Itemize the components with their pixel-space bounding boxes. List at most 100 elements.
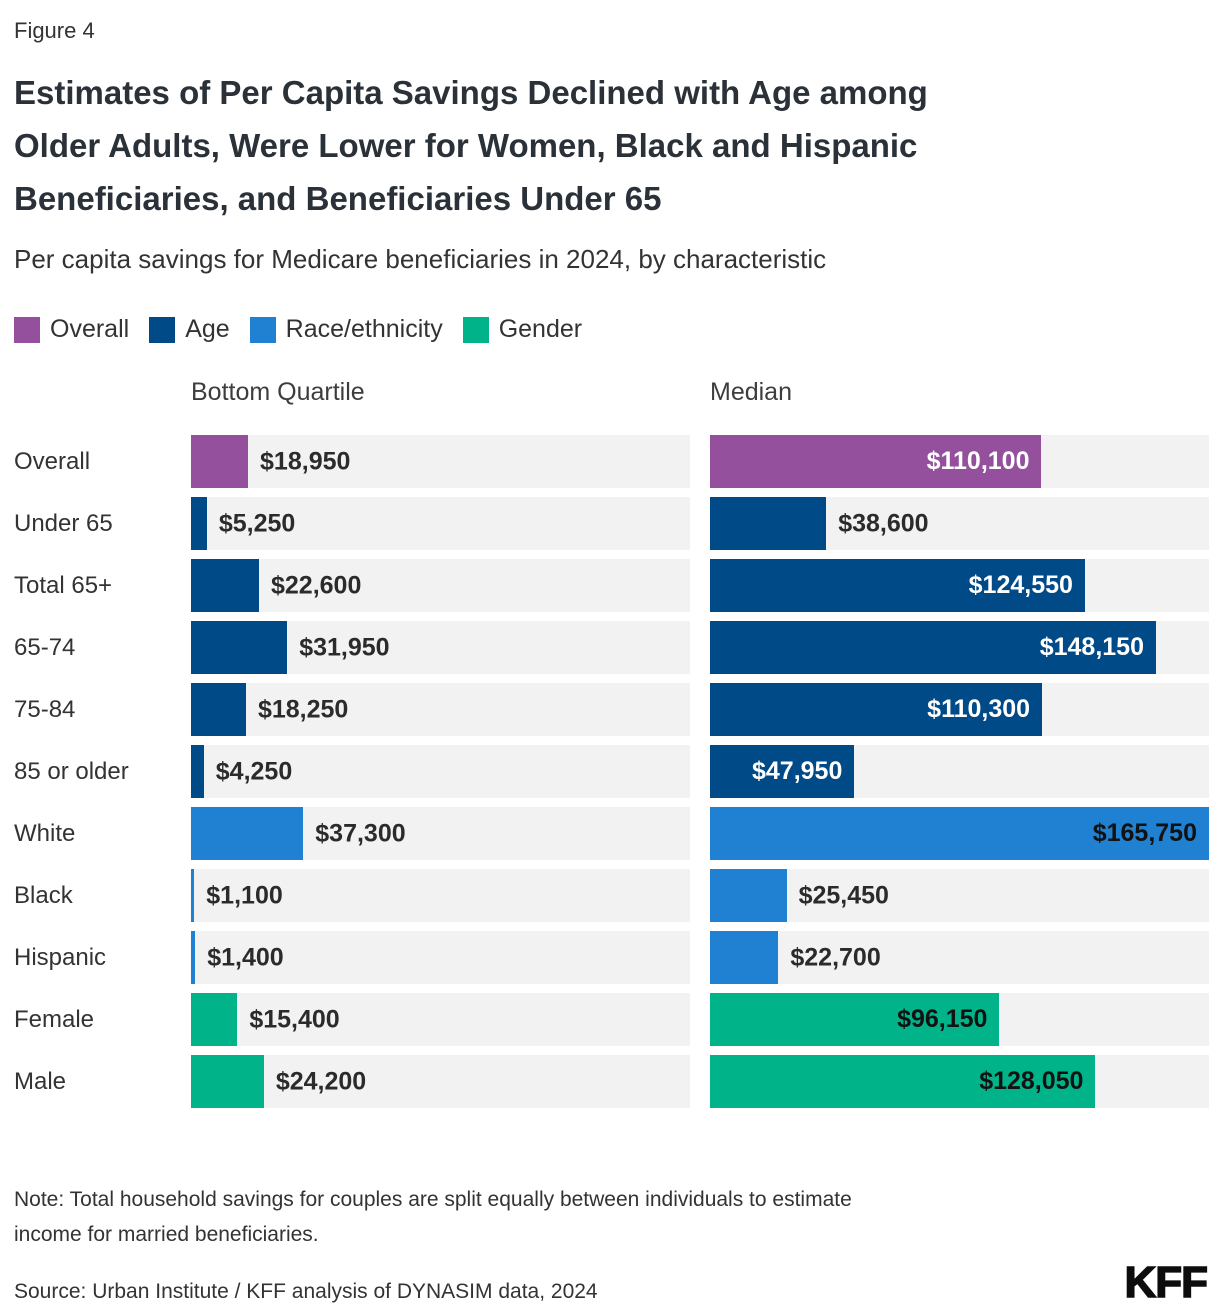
bar-track-bottom-quartile: $15,400 [191, 993, 690, 1046]
bar-bottom-quartile-male [191, 1055, 264, 1108]
bar-value-label: $25,450 [798, 881, 889, 909]
legend-swatch-icon [149, 316, 176, 343]
row-label: Male [14, 1067, 67, 1095]
row-label: Total 65+ [14, 571, 113, 599]
chart-row-female: Female $15,400 $96,150 [14, 993, 1209, 1046]
chart-row-under-65: Under 65 $5,250 $38,600 [14, 497, 1209, 550]
bar-track-median: $165,750 [710, 807, 1209, 860]
bar-median-hispanic [710, 931, 779, 984]
bar-median-female: $96,150 [710, 993, 1000, 1046]
bar-track-median: $148,150 [710, 621, 1209, 674]
chart-row-total-65: Total 65+ $22,600 $124,550 [14, 559, 1209, 612]
bar-track-bottom-quartile: $5,250 [191, 497, 690, 550]
bar-median-overall: $110,100 [710, 435, 1042, 488]
row-label: 65-74 [14, 633, 76, 661]
bar-value-label: $18,950 [260, 447, 351, 475]
legend-item-race-ethnicity: Race/ethnicity [249, 315, 443, 344]
legend-item-overall: Overall [14, 315, 129, 344]
legend-swatch-icon [462, 316, 489, 343]
bar-track-median: $25,450 [710, 869, 1209, 922]
bar-value-label: $22,700 [790, 943, 881, 971]
bar-median-male: $128,050 [710, 1055, 1096, 1108]
source-text: Source: Urban Institute / KFF analysis o… [14, 1279, 598, 1303]
chart-legend: Overall Age Race/ethnicity Gender [14, 315, 1209, 344]
row-label: Hispanic [14, 943, 107, 971]
chart-row-75-84: 75-84 $18,250 $110,300 [14, 683, 1209, 736]
bar-value-label: $165,750 [1092, 819, 1197, 847]
bar-bottom-quartile-under-65 [191, 497, 207, 550]
bar-bottom-quartile-65-74 [191, 621, 288, 674]
bar-bottom-quartile-75-84 [191, 683, 246, 736]
bar-track-bottom-quartile: $1,100 [191, 869, 690, 922]
bar-value-label: $148,150 [1039, 633, 1144, 661]
bar-median-65-74: $148,150 [710, 621, 1156, 674]
figure-label: Figure 4 [14, 18, 95, 43]
chart-row-overall: Overall $18,950 $110,100 [14, 435, 1209, 488]
row-label: 75-84 [14, 695, 76, 723]
bar-bottom-quartile-total-65 [191, 559, 259, 612]
legend-swatch-icon [14, 316, 40, 343]
bar-track-median: $47,950 [710, 745, 1209, 798]
chart-row-white: White $37,300 $165,750 [14, 807, 1209, 860]
row-label: Under 65 [14, 509, 113, 537]
bar-bottom-quartile-85-or-older [191, 745, 204, 798]
bar-median-black [710, 869, 787, 922]
bar-value-label: $37,300 [315, 819, 406, 847]
bar-track-median: $110,300 [710, 683, 1209, 736]
chart-row-65-74: 65-74 $31,950 $148,150 [14, 621, 1209, 674]
bar-value-label: $5,250 [218, 509, 296, 537]
bar-bottom-quartile-female [191, 993, 238, 1046]
row-label: Overall [14, 447, 91, 475]
chart-title: Estimates of Per Capita Savings Declined… [14, 66, 1194, 225]
column-header-bottom-quartile: Bottom Quartile [191, 378, 365, 406]
bar-median-85-or-older: $47,950 [710, 745, 855, 798]
footer-note-line-1: Note: Total household savings for couple… [14, 1188, 852, 1211]
bar-value-label: $128,050 [979, 1067, 1084, 1095]
bar-median-75-84: $110,300 [710, 683, 1043, 736]
bar-value-label: $96,150 [897, 1005, 988, 1033]
bar-bottom-quartile-hispanic [191, 931, 196, 984]
bar-track-bottom-quartile: $18,950 [191, 435, 690, 488]
bar-bottom-quartile-black [191, 869, 195, 922]
bar-value-label: $110,100 [926, 447, 1030, 475]
chart-row-black: Black $1,100 $25,450 [14, 869, 1209, 922]
chart-row-hispanic: Hispanic $1,400 $22,700 [14, 931, 1209, 984]
chart-title-line-3: Beneficiaries, and Beneficiaries Under 6… [14, 180, 662, 217]
legend-swatch-icon [249, 316, 276, 343]
bar-track-median: $124,550 [710, 559, 1209, 612]
chart-row-85-or-older: 85 or older $4,250 $47,950 [14, 745, 1209, 798]
footer-note: Note: Total household savings for couple… [14, 1182, 1209, 1252]
chart-title-line-1: Estimates of Per Capita Savings Declined… [14, 74, 928, 111]
legend-label: Overall [50, 315, 130, 343]
row-label: Female [14, 1005, 95, 1033]
bar-value-label: $31,950 [299, 633, 390, 661]
legend-item-age: Age [149, 315, 230, 344]
bar-value-label: $110,300 [927, 695, 1031, 723]
bar-value-label: $1,100 [206, 881, 283, 909]
bar-value-label: $1,400 [207, 943, 284, 971]
source-row: Source: Urban Institute / KFF analysis o… [14, 1260, 1209, 1305]
bar-value-label: $4,250 [215, 757, 293, 785]
legend-label: Race/ethnicity [285, 315, 443, 343]
bar-median-white: $165,750 [710, 807, 1209, 860]
bar-track-bottom-quartile: $4,250 [191, 745, 690, 798]
bar-track-median: $128,050 [710, 1055, 1209, 1108]
chart-rows: Overall $18,950 $110,100 Under 65 $5,250 $38,… [14, 435, 1209, 1108]
bar-track-bottom-quartile: $22,600 [191, 559, 690, 612]
bar-track-median: $96,150 [710, 993, 1209, 1046]
legend-label: Gender [498, 315, 583, 343]
row-label: 85 or older [14, 757, 129, 785]
column-header-spacer [14, 378, 191, 407]
bar-median-total-65: $124,550 [710, 559, 1085, 612]
bar-track-bottom-quartile: $37,300 [191, 807, 690, 860]
bar-bottom-quartile-white [191, 807, 304, 860]
bar-track-median: $22,700 [710, 931, 1209, 984]
bar-track-median: $38,600 [710, 497, 1209, 550]
bar-track-bottom-quartile: $31,950 [191, 621, 690, 674]
legend-item-gender: Gender [462, 315, 583, 344]
chart-subtitle: Per capita savings for Medicare benefici… [14, 244, 827, 274]
column-headers: Bottom Quartile Median [14, 378, 1209, 407]
bar-value-label: $15,400 [249, 1005, 340, 1033]
bar-track-bottom-quartile: $1,400 [191, 931, 690, 984]
